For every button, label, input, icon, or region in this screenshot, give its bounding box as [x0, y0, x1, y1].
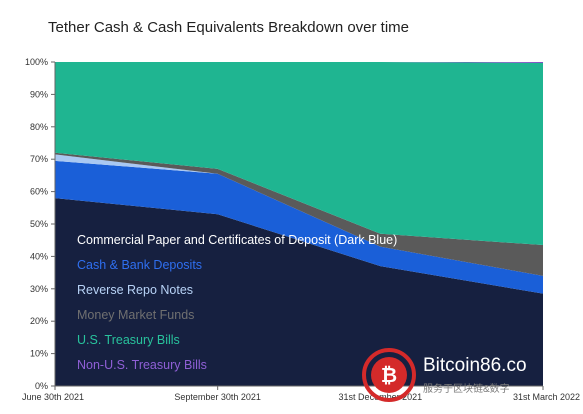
y-tick-label: 60% [30, 187, 48, 197]
legend-item-commercial-paper-and-certificates-of-deposit-dark-blue: Commercial Paper and Certificates of Dep… [77, 233, 397, 247]
y-tick-label: 100% [25, 57, 48, 67]
area-commercial-paper-and-certificates-of-deposit-dark-blue [55, 198, 543, 386]
y-tick-label: 70% [30, 154, 48, 164]
area-money-market-funds [55, 152, 543, 276]
svg-text:₿: ₿ [381, 365, 397, 387]
watermark-text: Bitcoin86.co [423, 355, 527, 376]
watermark-subtext: 服务于区块链&数字 [423, 382, 510, 395]
y-tick-label: 30% [30, 284, 48, 294]
legend-item-reverse-repo-notes: Reverse Repo Notes [77, 283, 193, 297]
area-cash-bank-deposits [55, 160, 543, 294]
y-tick-label: 90% [30, 89, 48, 99]
x-tick-label: 31st March 2022 [513, 392, 580, 402]
legend-item-cash-bank-deposits: Cash & Bank Deposits [77, 258, 202, 272]
y-tick-label: 20% [30, 316, 48, 326]
x-tick-label: September 30th 2021 [174, 392, 261, 402]
plot-areas [55, 62, 543, 386]
area-non-u-s-treasury-bills [55, 62, 543, 63]
watermark: ₿ Bitcoin86.co 服务于区块链&数字 [362, 348, 527, 402]
legend-item-money-market-funds: Money Market Funds [77, 308, 194, 322]
y-tick-label: 0% [35, 381, 48, 391]
chart-title: Tether Cash & Cash Equivalents Breakdown… [48, 19, 409, 36]
bitcoin-logo-icon: ₿ [362, 348, 416, 402]
y-tick-label: 80% [30, 122, 48, 132]
y-tick-label: 50% [30, 219, 48, 229]
legend: Commercial Paper and Certificates of Dep… [77, 233, 397, 372]
area-u-s-treasury-bills [55, 62, 543, 246]
y-tick-label: 40% [30, 251, 48, 261]
legend-item-non-u-s-treasury-bills: Non-U.S. Treasury Bills [77, 358, 207, 372]
legend-item-u-s-treasury-bills: U.S. Treasury Bills [77, 333, 180, 347]
y-tick-label: 10% [30, 349, 48, 359]
x-tick-label: June 30th 2021 [22, 392, 84, 402]
